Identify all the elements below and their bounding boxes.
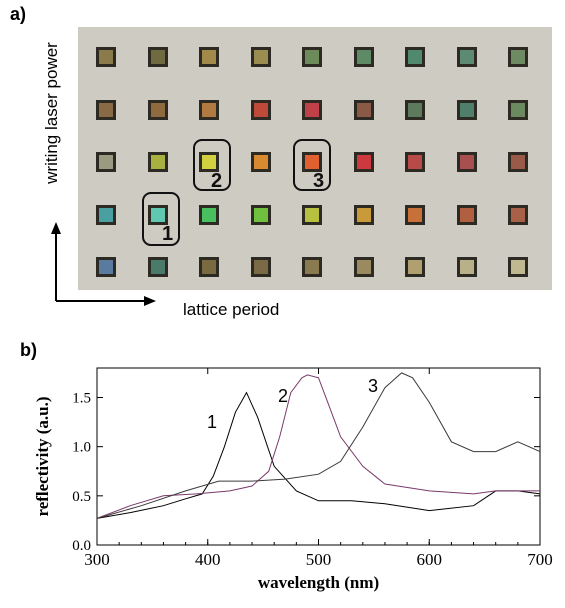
lattice-square — [250, 99, 271, 120]
series-line-2 — [96, 374, 540, 519]
annotation-1: 1 — [162, 223, 174, 245]
y-tick-label: 0.0 — [72, 538, 91, 554]
series-line-1 — [96, 391, 541, 519]
lattice-square — [508, 152, 528, 172]
lattice-square — [199, 47, 219, 67]
x-tick-label: 300 — [84, 550, 110, 569]
curve-label-2: 2 — [278, 386, 288, 406]
lattice-square — [353, 47, 374, 67]
reflectivity-chart: 300 400 500 600 700 0.0 0.5 1.0 1.5 wavelength (n… — [33, 367, 553, 592]
lattice-square — [96, 257, 116, 277]
x-tick-label: 700 — [527, 550, 553, 569]
lattice-square — [456, 257, 477, 277]
lattice-square — [456, 99, 477, 120]
lattice-square — [405, 204, 425, 225]
lattice-square — [147, 204, 168, 225]
lattice-square — [96, 152, 116, 172]
lattice-square — [508, 47, 528, 67]
x-arrow-head — [144, 296, 156, 306]
lattice-square — [353, 99, 374, 120]
curve-label-3: 3 — [368, 376, 378, 396]
lattice-square — [405, 99, 425, 120]
lattice-square — [302, 257, 322, 277]
lattice-square — [96, 47, 116, 67]
series-line-3 — [96, 372, 541, 519]
y-tick-label: 1.0 — [72, 440, 91, 456]
lattice-square — [147, 47, 168, 67]
lattice-square — [353, 152, 374, 172]
lattice-square — [250, 257, 271, 277]
lattice-square — [456, 152, 477, 172]
lattice-square — [250, 47, 271, 67]
x-tick-label: 400 — [195, 550, 221, 569]
annotation-box-2 — [193, 139, 231, 191]
lattice-square — [199, 99, 219, 120]
micrograph-image: 1 2 3 — [78, 27, 552, 290]
lattice-square — [353, 204, 374, 225]
lattice-square — [302, 204, 322, 225]
lattice-square — [147, 152, 168, 172]
plot-frame — [96, 367, 541, 546]
lattice-square — [96, 204, 116, 225]
annotation-box-3 — [293, 139, 331, 191]
lattice-square — [147, 257, 168, 277]
y-arrow-head — [51, 222, 61, 234]
panel-b-label: b) — [20, 340, 37, 360]
lattice-square — [250, 152, 271, 172]
lattice-square — [508, 204, 528, 225]
x-tick-label: 600 — [417, 550, 443, 569]
annotation-box-1 — [142, 192, 180, 246]
lattice-square — [405, 257, 425, 277]
x-axis-label: wavelength (nm) — [258, 573, 379, 592]
lattice-square — [199, 257, 219, 277]
lattice-square — [199, 152, 219, 172]
lattice-square — [250, 204, 271, 225]
annotation-2: 2 — [211, 170, 223, 192]
curve-label-1: 1 — [207, 412, 217, 432]
lattice-square — [302, 47, 322, 67]
lattice-square — [405, 152, 425, 172]
lattice-square — [353, 257, 374, 277]
x-tick-label: 500 — [306, 550, 332, 569]
panel-a-label: a) — [10, 4, 27, 24]
lattice-square — [456, 47, 477, 67]
lattice-square — [508, 99, 528, 120]
y-tick-label: 1.5 — [72, 391, 91, 407]
lattice-square — [302, 99, 322, 120]
panel-a-ylabel: writing laser power — [42, 42, 61, 184]
y-tick-label: 0.5 — [72, 489, 91, 505]
lattice-square — [508, 257, 528, 277]
lattice-square — [96, 99, 116, 120]
annotation-3: 3 — [313, 170, 325, 192]
lattice-square — [147, 99, 168, 120]
lattice-square — [302, 152, 322, 172]
panel-a-xlabel: lattice period — [183, 300, 280, 319]
lattice-square — [405, 47, 425, 67]
lattice-square — [199, 204, 219, 225]
y-axis-label: reflectivity (a.u.) — [33, 396, 52, 516]
lattice-square — [456, 204, 477, 225]
